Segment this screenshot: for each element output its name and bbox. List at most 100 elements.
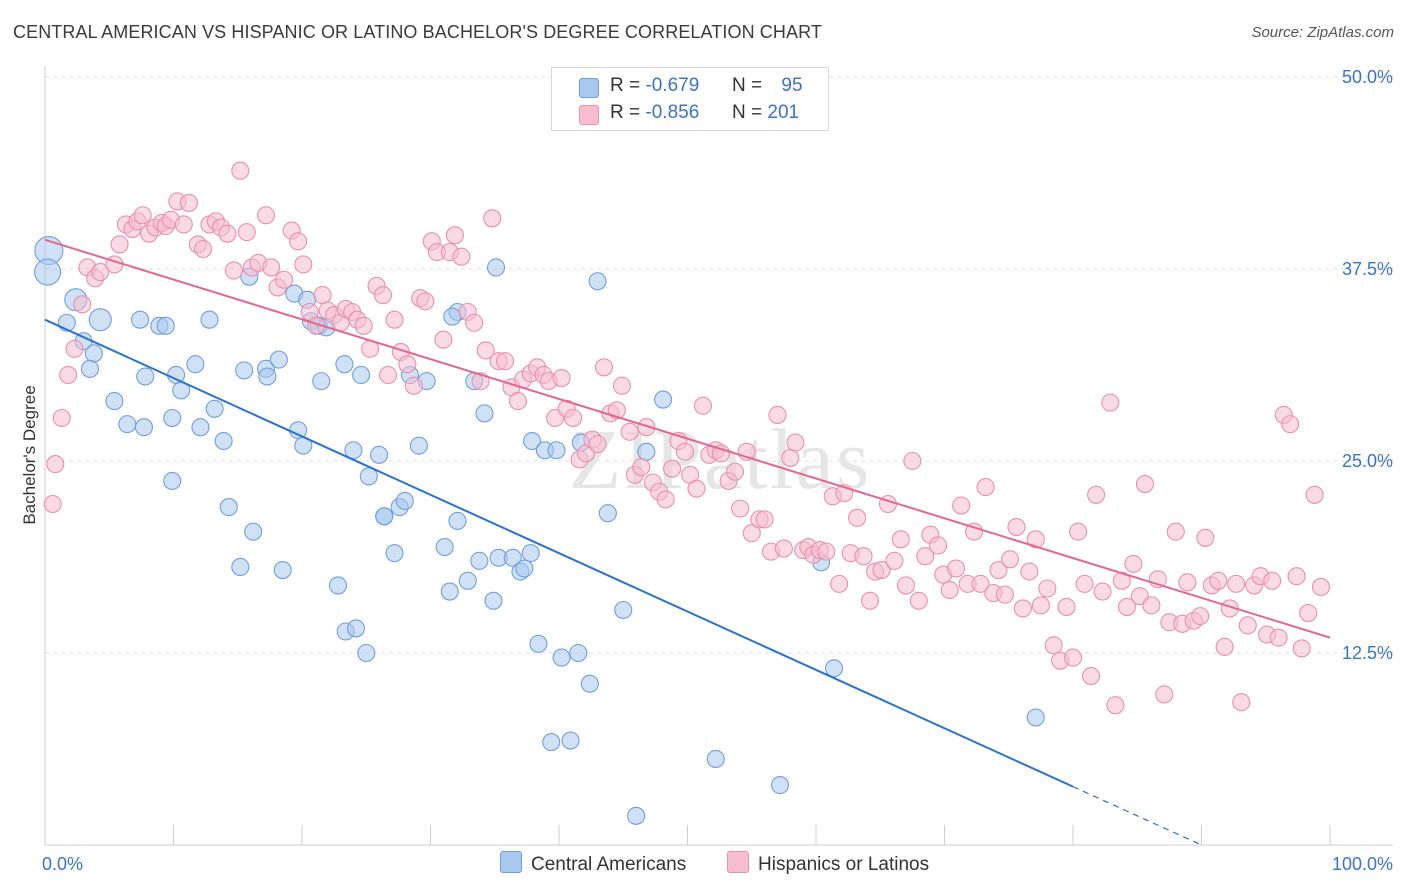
hispanic-point — [1166, 522, 1185, 541]
hispanic-point — [289, 232, 308, 251]
central-american-point — [542, 733, 561, 752]
central-american-point — [219, 498, 238, 517]
hispanic-point — [725, 462, 745, 481]
central-american-point — [440, 582, 459, 601]
central-american-point — [191, 418, 210, 437]
hispanic-point — [564, 408, 583, 428]
tick-labels: 12.5% 25.0% 37.5% 50.0% 0.0% 100.0% — [42, 67, 1393, 874]
central-american-point — [34, 258, 62, 286]
hispanic-point — [1311, 577, 1331, 597]
hispanic-point — [1106, 696, 1125, 715]
central-american-point — [328, 576, 348, 595]
hispanic-point — [495, 352, 515, 371]
hispanic-point — [256, 206, 276, 225]
hispanic-point — [929, 536, 948, 555]
central-american-point — [435, 537, 454, 557]
hispanic-point — [1101, 393, 1120, 412]
hispanic-point — [373, 286, 393, 305]
hispanic-point — [1093, 582, 1112, 601]
hispanic-point — [1238, 616, 1257, 635]
central-american-point — [522, 431, 542, 451]
central-american-point — [627, 806, 646, 825]
hispanic-point — [768, 405, 787, 424]
hispanic-point — [687, 479, 706, 498]
legend-n-label: N = — [732, 75, 763, 96]
central-american-point — [458, 571, 477, 590]
hispanic-point — [91, 263, 110, 282]
central-american-point — [289, 421, 308, 440]
central-american-point — [200, 310, 219, 329]
hispanic-point — [313, 286, 332, 305]
trend-lines — [44, 238, 1331, 846]
central-american-point — [375, 507, 394, 526]
hispanic-point — [1155, 685, 1174, 704]
central-american-point — [1026, 708, 1045, 727]
central-american-point — [515, 559, 534, 578]
hispanic-point — [1007, 517, 1026, 537]
central-american-point — [346, 619, 366, 638]
hispanic-point — [43, 494, 62, 514]
hispanic-point — [965, 522, 984, 541]
hispanic-point — [588, 435, 607, 454]
hispanic-point — [1031, 596, 1050, 615]
central-american-point — [134, 418, 153, 437]
hispanic-point — [1013, 599, 1032, 618]
central-american-point — [186, 355, 205, 374]
central-american-point — [552, 648, 571, 667]
hispanic-point — [59, 365, 78, 385]
hispanic-point — [1063, 648, 1083, 667]
hispanic-point — [1232, 693, 1251, 712]
central-american-point — [580, 674, 599, 693]
y-tick-label: 25.0% — [1342, 451, 1393, 471]
hispanic-point — [711, 444, 730, 463]
hispanic-point — [885, 551, 904, 570]
central-american-point — [312, 372, 331, 391]
central-american-point — [486, 258, 506, 277]
bottom-legend-label: Hispanics or Latinos — [758, 854, 930, 875]
hispanic-point — [637, 418, 656, 437]
hispanic-point — [552, 369, 571, 388]
central-american-point — [637, 442, 656, 461]
hispanic-point — [398, 355, 417, 374]
chart-title: CENTRAL AMERICAN VS HISPANIC OR LATINO B… — [13, 22, 822, 42]
hispanic-point — [452, 247, 471, 266]
hispanic-point — [404, 376, 423, 395]
hispanic-point — [663, 459, 682, 478]
hispanic-point — [194, 239, 213, 259]
hispanic-point — [995, 585, 1014, 604]
central-american-point — [569, 643, 588, 663]
hispanic-point — [1191, 607, 1210, 626]
hispanic-point — [817, 542, 836, 561]
hispanic-point — [274, 270, 294, 289]
hispanic-point — [445, 226, 464, 245]
hispanic-point — [1196, 528, 1215, 547]
central-american-point — [136, 367, 155, 386]
hispanic-point — [909, 591, 928, 610]
hispanic-point — [1263, 571, 1282, 590]
hispanic-point — [483, 209, 502, 228]
central-american-point — [475, 404, 494, 423]
central-american-point — [214, 431, 233, 451]
bottom-legend-central-americans: Central Americans — [500, 851, 686, 877]
hispanics-points — [43, 161, 1331, 715]
hispanic-point — [218, 224, 237, 243]
hispanic-point — [860, 591, 880, 610]
y-tick-label: 50.0% — [1342, 67, 1393, 87]
central-american-point — [118, 415, 137, 434]
hispanic-point — [656, 490, 675, 509]
hispanic-point — [465, 313, 484, 332]
hispanic-point — [742, 524, 761, 543]
hispanic-point — [1305, 485, 1324, 504]
hispanic-point — [65, 339, 84, 358]
correlation-legend: R = -0.679 N = 95 R = -0.856 N = 201 — [551, 67, 829, 131]
central-american-point — [588, 272, 607, 291]
legend-r-value: -0.856 — [645, 102, 700, 123]
hispanic-point — [755, 510, 774, 529]
hispanic-point — [1124, 554, 1143, 573]
legend-r-label: R = — [610, 102, 641, 123]
hispanic-point — [73, 295, 92, 314]
central-americans-trend-line — [44, 318, 1074, 788]
chart-source: Source: ZipAtlas.com — [1251, 24, 1394, 41]
central-american-point — [269, 350, 288, 369]
hispanic-point — [781, 448, 800, 467]
